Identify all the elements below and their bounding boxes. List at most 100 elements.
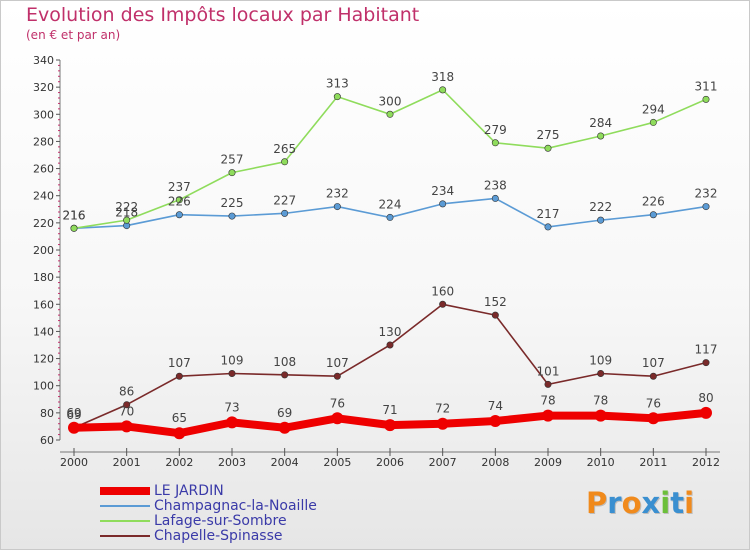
- data-label: 107: [642, 356, 665, 370]
- data-point: [491, 139, 499, 147]
- data-label: 160: [431, 284, 454, 298]
- logo-letter: t: [670, 486, 685, 520]
- data-label: 108: [273, 355, 296, 369]
- data-point: [702, 95, 710, 103]
- data-label: 226: [642, 195, 665, 209]
- data-labels: 69 70 65 73 69 76 71 72 74 78 78 76 80 216 218 226 225 22…: [63, 70, 718, 425]
- data-point: [702, 359, 710, 367]
- data-label: 234: [431, 184, 454, 198]
- y-tick-label: 260: [33, 163, 54, 176]
- x-tick-label: 2007: [429, 456, 457, 469]
- proxiti-logo: Proxiti: [586, 486, 694, 520]
- data-point: [333, 203, 341, 211]
- data-point: [489, 415, 502, 427]
- data-label: 313: [326, 77, 349, 91]
- data-point: [123, 401, 131, 409]
- data-point: [333, 93, 341, 101]
- data-label: 216: [63, 208, 86, 222]
- data-label: 78: [540, 394, 555, 408]
- y-tick-label: 200: [33, 244, 54, 257]
- data-point: [439, 300, 447, 308]
- data-point: [228, 212, 236, 220]
- x-tick-label: 2005: [323, 456, 351, 469]
- y-tick-label: 280: [33, 135, 54, 148]
- data-label: 218: [115, 206, 138, 220]
- data-point: [228, 169, 236, 177]
- data-label: 227: [273, 193, 296, 207]
- data-label: 279: [484, 123, 507, 137]
- logo-letter: i: [660, 486, 671, 520]
- data-label: 70: [119, 404, 134, 418]
- logo-letter: r: [607, 486, 622, 520]
- data-point: [228, 369, 236, 377]
- data-label: 69: [66, 408, 81, 422]
- data-label: 224: [379, 197, 402, 211]
- data-point: [123, 216, 131, 224]
- data-point: [278, 421, 291, 434]
- data-label: 225: [221, 196, 244, 210]
- data-point: [491, 311, 499, 319]
- data-point: [281, 371, 289, 379]
- data-point: [649, 118, 657, 126]
- data-label: 152: [484, 295, 507, 309]
- x-tick-label: 2010: [587, 456, 615, 469]
- chart-subtitle: (en € et par an): [26, 28, 121, 42]
- data-label: 222: [115, 200, 138, 214]
- data-label: 226: [168, 195, 191, 209]
- x-tick-label: 2002: [165, 456, 193, 469]
- data-label: 76: [330, 396, 345, 410]
- data-label: 311: [695, 79, 718, 93]
- data-label: 275: [537, 128, 560, 142]
- data-point: [544, 144, 552, 152]
- data-point: [386, 341, 394, 349]
- data-label: 80: [698, 391, 713, 405]
- y-tick-label: 100: [33, 380, 54, 393]
- data-point: [226, 416, 238, 429]
- data-label: 109: [589, 354, 612, 368]
- data-point: [542, 409, 554, 422]
- y-tick-label: 220: [33, 217, 54, 230]
- data-point: [649, 211, 657, 219]
- logo-letter: i: [684, 486, 695, 520]
- data-label: 300: [379, 94, 402, 108]
- legend-label: Lafage-sur-Sombre: [154, 513, 287, 529]
- data-label: 74: [488, 399, 503, 413]
- data-point: [68, 421, 80, 434]
- series-layer: [68, 86, 712, 440]
- legend-label: Champagnac-la-Noaille: [154, 498, 317, 514]
- x-tick-label: 2011: [639, 456, 667, 469]
- data-label: 294: [642, 102, 665, 116]
- x-tick-label: 2003: [218, 456, 246, 469]
- data-label: 69: [277, 406, 292, 420]
- data-point: [544, 380, 552, 388]
- data-label: 222: [589, 200, 612, 214]
- axes: 60 80 100 120 140 160 180 200 220 240 260 280 300 320…: [33, 54, 720, 469]
- data-label: 71: [382, 403, 397, 417]
- data-label: 101: [537, 364, 560, 378]
- data-point: [175, 211, 183, 219]
- legend-swatch: [100, 487, 150, 495]
- data-point: [700, 406, 712, 419]
- data-point: [384, 419, 396, 432]
- data-label: 73: [224, 400, 239, 414]
- data-point: [439, 200, 447, 208]
- data-label: 284: [589, 116, 612, 130]
- y-tick-label: 240: [33, 190, 54, 203]
- data-point: [597, 216, 605, 224]
- data-label: 72: [435, 402, 450, 416]
- data-label: 232: [326, 187, 349, 201]
- data-point: [281, 209, 289, 217]
- x-tick-label: 2012: [692, 456, 720, 469]
- y-tick-label: 60: [40, 434, 54, 447]
- x-tick-label: 2006: [376, 456, 404, 469]
- x-tick-label: 2000: [60, 456, 88, 469]
- y-tick-label: 180: [33, 271, 54, 284]
- data-point: [386, 213, 394, 221]
- data-label: 86: [119, 385, 134, 399]
- data-point: [120, 420, 133, 433]
- data-point: [647, 412, 660, 425]
- y-tick-label: 120: [33, 353, 54, 366]
- data-label: 257: [221, 153, 244, 167]
- data-point: [649, 372, 657, 380]
